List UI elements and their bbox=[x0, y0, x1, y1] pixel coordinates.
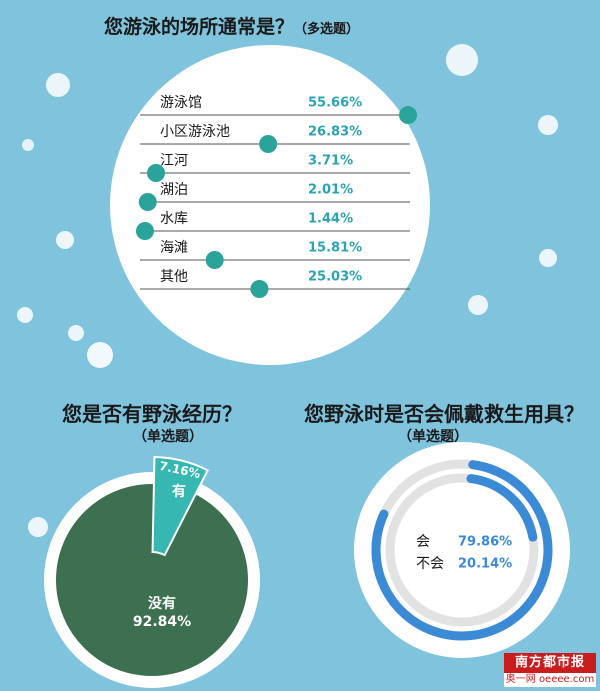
chart1-title-text: 您游泳的场所通常是？ bbox=[104, 16, 295, 38]
chart1-value-label: 25.03% bbox=[308, 270, 362, 285]
chart2-main-label: 没有 bbox=[148, 595, 176, 612]
chart1-value-label: 26.83% bbox=[308, 125, 362, 140]
chart1-category-label: 小区游泳池 bbox=[160, 124, 230, 140]
bubble-decoration bbox=[68, 325, 84, 341]
background-bubbles bbox=[17, 44, 558, 537]
bubble-decoration bbox=[28, 517, 48, 537]
chart1-value-dot bbox=[146, 164, 165, 182]
chart3-ring: 会 79.86% 不会 20.14% bbox=[354, 442, 570, 658]
chart3-outer-arc bbox=[371, 460, 553, 641]
chart3-subtitle: （单选题） bbox=[398, 429, 468, 445]
chart3-inner-arc bbox=[466, 474, 538, 542]
chart3-slice-value: 79.86% bbox=[458, 535, 512, 550]
bubble-decoration bbox=[17, 307, 33, 323]
bubble-decoration bbox=[22, 139, 34, 151]
bubble-decoration bbox=[87, 342, 113, 368]
bubble-decoration bbox=[539, 249, 557, 267]
chart3-title: 您野泳时是否会佩戴救生用具？ bbox=[304, 402, 584, 426]
newspaper-logo: 南方都市报 奥一网 oeeee.com bbox=[504, 653, 596, 687]
chart2-main-slice bbox=[56, 484, 248, 676]
chart1-value-dot bbox=[205, 251, 224, 269]
chart1-value-label: 55.66% bbox=[308, 96, 362, 111]
chart2-small-label: 有 bbox=[172, 483, 186, 500]
chart1-category-label: 湖泊 bbox=[160, 182, 188, 198]
chart1-rows: 游泳馆 55.66% 小区游泳池 26.83% 江河 3.71% 湖泊 2.01% 水库 1.44… bbox=[135, 95, 417, 298]
chart1-category-label: 其他 bbox=[160, 269, 188, 285]
chart1-subtitle: （多选题） bbox=[294, 22, 360, 37]
logo-site: 奥一网 oeeee.com bbox=[504, 673, 596, 687]
bubble-decoration bbox=[468, 295, 488, 315]
bubble-decoration bbox=[46, 73, 70, 97]
chart1-title: 您游泳的场所通常是？（多选题） bbox=[104, 12, 359, 39]
logo-brand: 南方都市报 bbox=[504, 653, 596, 673]
chart1-value-dot bbox=[138, 193, 157, 211]
chart3-inner-track bbox=[385, 473, 539, 627]
chart2-subtitle: （单选题） bbox=[133, 429, 203, 445]
chart2-small-slice bbox=[151, 456, 210, 557]
chart1-value-label: 3.71% bbox=[308, 154, 353, 169]
chart2-main-value-label: 92.84% bbox=[133, 614, 191, 630]
chart3-slice-label: 会 bbox=[416, 534, 430, 550]
chart1-category-label: 海滩 bbox=[160, 240, 188, 256]
chart1-value-label: 2.01% bbox=[308, 183, 353, 198]
chart1-value-label: 15.81% bbox=[308, 241, 362, 256]
chart1-value-label: 1.44% bbox=[308, 212, 353, 227]
chart1-value-dot bbox=[250, 280, 269, 298]
chart1-category-label: 江河 bbox=[160, 153, 188, 169]
chart1-value-dot bbox=[135, 222, 154, 240]
chart1-value-dot bbox=[259, 135, 278, 153]
chart3-slice-label: 不会 bbox=[416, 556, 444, 572]
bubble-decoration bbox=[56, 231, 74, 249]
chart1-category-label: 水库 bbox=[160, 211, 188, 227]
chart1-category-label: 游泳馆 bbox=[160, 95, 202, 111]
bubble-decoration bbox=[446, 44, 478, 76]
bubble-decoration bbox=[538, 115, 558, 135]
chart1-background-circle bbox=[110, 45, 430, 365]
chart2-title: 您是否有野泳经历？ bbox=[62, 402, 242, 426]
chart1-value-dot bbox=[399, 106, 417, 124]
chart3-slice-value: 20.14% bbox=[458, 557, 512, 572]
